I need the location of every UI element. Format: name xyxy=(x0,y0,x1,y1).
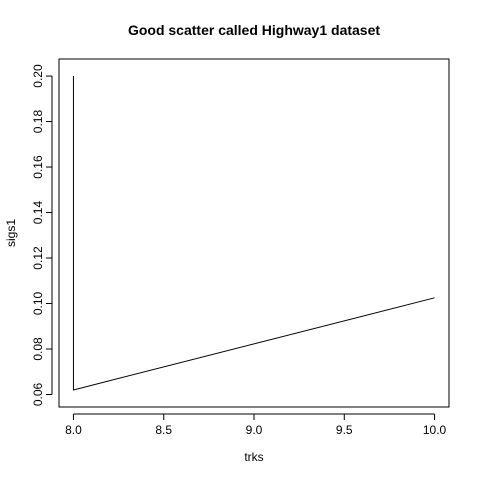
y-tick-label: 0.16 xyxy=(31,155,45,179)
y-tick-label: 0.18 xyxy=(31,110,45,134)
plot-frame xyxy=(58,58,450,408)
y-tick-label: 0.06 xyxy=(31,382,45,406)
series-line xyxy=(72,76,435,391)
y-tick-label: 0.14 xyxy=(31,201,45,225)
x-tick-label: 9.5 xyxy=(336,423,353,437)
x-axis: 8.0 8.5 9.0 9.5 10.0 xyxy=(65,413,447,437)
x-tick-label: 9.0 xyxy=(246,423,263,437)
x-axis-label: trks xyxy=(244,450,263,464)
y-tick-label: 0.12 xyxy=(31,246,45,270)
y-axis-label: sigs1 xyxy=(4,219,18,247)
x-tick-label: 8.0 xyxy=(65,423,82,437)
y-tick-label: 0.20 xyxy=(31,64,45,88)
y-tick-label: 0.10 xyxy=(31,292,45,316)
y-tick-label: 0.08 xyxy=(31,337,45,361)
series-layer xyxy=(72,76,435,391)
x-tick-label: 8.5 xyxy=(155,423,172,437)
chart-title: Good scatter called Highway1 dataset xyxy=(128,22,380,38)
x-tick-label: 10.0 xyxy=(423,423,447,437)
y-axis: 0.06 0.08 0.10 0.12 0.14 0.16 0.18 0.20 xyxy=(31,64,53,406)
